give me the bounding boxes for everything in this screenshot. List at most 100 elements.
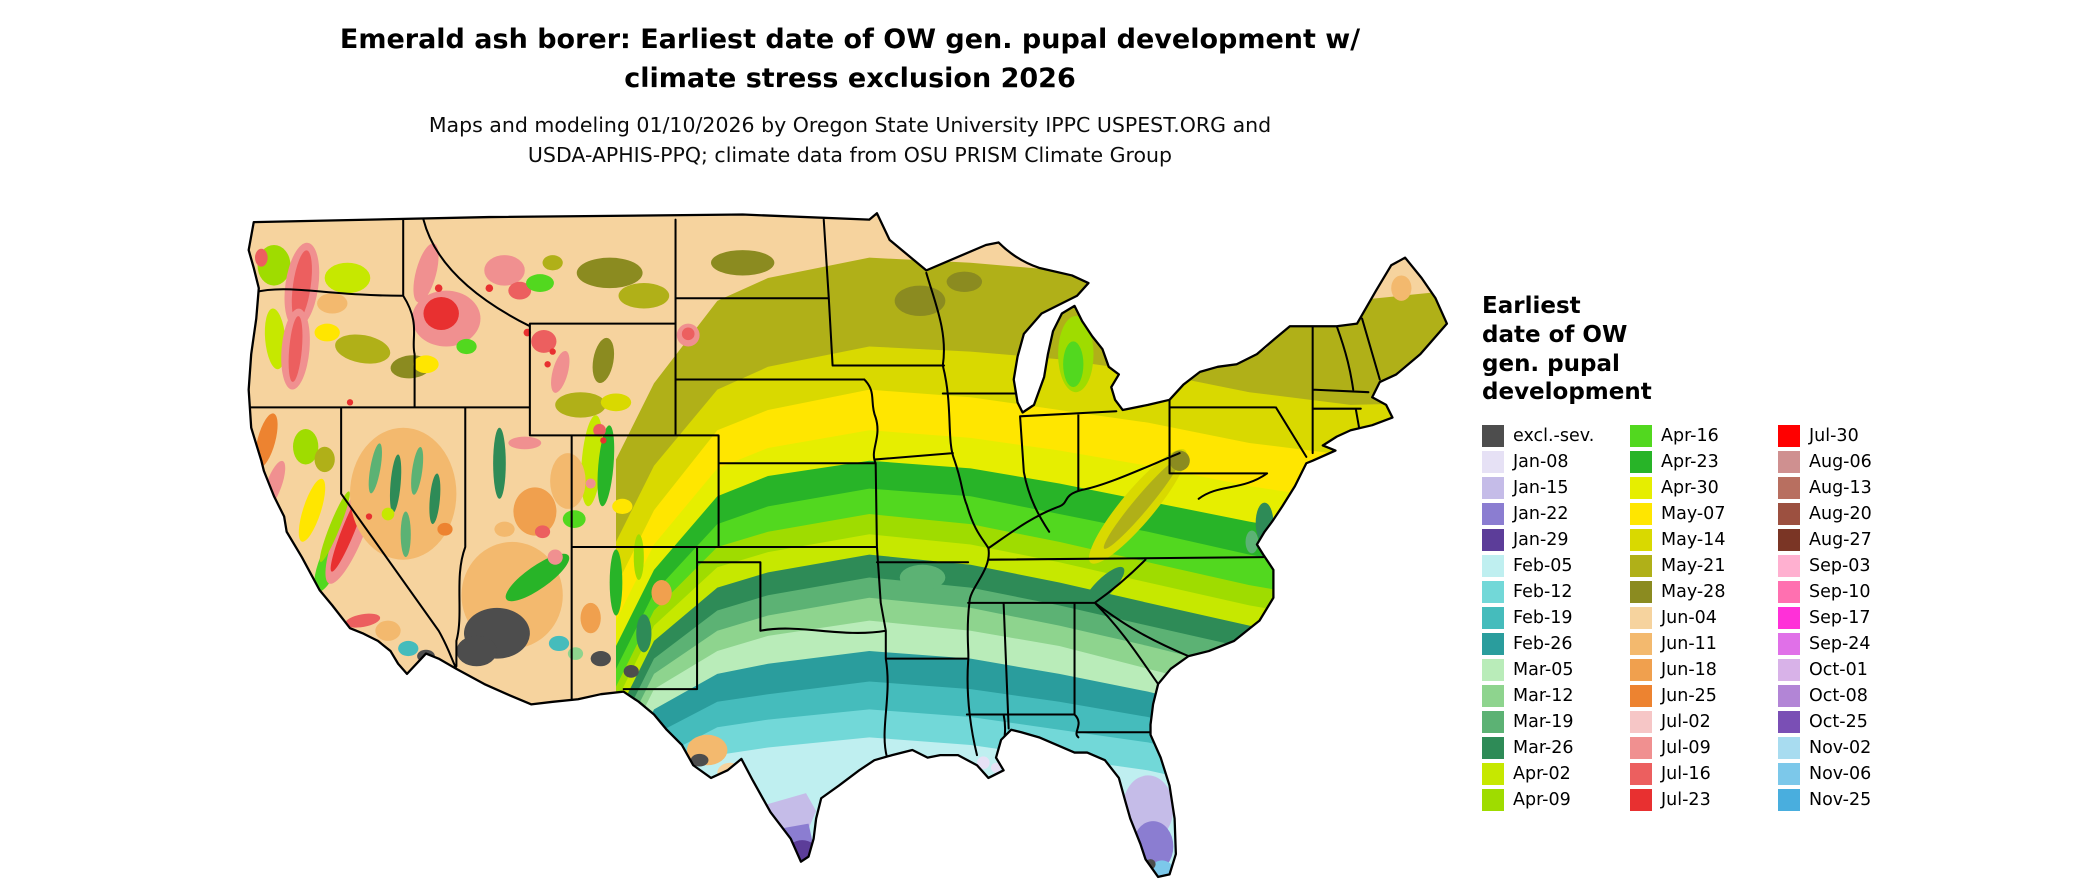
legend-row: Apr-02	[1482, 761, 1630, 787]
map-region-Jul-16	[681, 327, 695, 341]
legend-label: Oct-01	[1809, 660, 1868, 680]
legend-swatch-Mar-26	[1482, 737, 1504, 759]
legend-swatch-Jan-29	[1482, 529, 1504, 551]
map-region-excl.-sev.	[456, 635, 497, 667]
legend-label: Sep-24	[1809, 634, 1871, 654]
map-region-May-21	[314, 446, 335, 473]
map-region-May-14	[600, 393, 632, 412]
legend-label: Jul-23	[1661, 790, 1711, 810]
map-region-Mar-19	[400, 511, 411, 558]
legend-row: Jan-15	[1482, 475, 1630, 501]
legend-label: Jan-15	[1513, 478, 1569, 498]
map-region-Jul-23	[365, 513, 373, 520]
legend-swatch-Jan-08	[1482, 451, 1504, 473]
legend-label: Apr-23	[1661, 452, 1719, 472]
legend-label: Jun-18	[1661, 660, 1717, 680]
legend-row: Jun-04	[1630, 605, 1778, 631]
legend-swatch-Jan-22	[1482, 503, 1504, 525]
map-region-Jul-23	[346, 399, 354, 406]
map-region-Jun-18	[1253, 335, 1261, 343]
legend-column-3: Jul-30 Aug-06 Aug-13 Aug-20 Aug-27 Sep-03 Sep-…	[1778, 423, 1872, 813]
legend-row: Mar-05	[1482, 657, 1630, 683]
legend-swatch-Feb-12	[1482, 581, 1504, 603]
map-region-Jun-25	[255, 413, 278, 468]
legend-swatch-Apr-09	[1482, 789, 1504, 811]
legend-label: Jan-29	[1513, 530, 1569, 550]
legend-row: Feb-19	[1482, 605, 1630, 631]
legend-label: May-21	[1661, 556, 1726, 576]
map-region-Mar-19	[368, 443, 382, 494]
legend-swatch-Apr-23	[1630, 451, 1652, 473]
legend-swatch-Feb-05	[1482, 555, 1504, 577]
map-region-Mar-26	[1082, 566, 1125, 609]
map-region-Mar-26	[493, 427, 506, 499]
legend-row: excl.-sev.	[1482, 423, 1630, 449]
map-region-Jul-09	[585, 478, 596, 489]
subtitle-line-2: USDA-APHIS-PPQ; climate data from OSU PR…	[527, 143, 1173, 167]
legend-row: Nov-02	[1778, 735, 1872, 761]
legend-swatch-Jan-15	[1482, 477, 1504, 499]
legend-row: Nov-25	[1778, 787, 1872, 813]
legend-label: Feb-12	[1513, 582, 1573, 602]
legend-swatch-Oct-08	[1778, 685, 1800, 707]
legend-swatch-Apr-16	[1630, 425, 1652, 447]
map-region-Jun-25	[437, 522, 453, 536]
map-region-Mar-19	[899, 564, 946, 591]
map-region-Jun-04	[1244, 331, 1270, 352]
legend-swatch-Apr-02	[1482, 763, 1504, 785]
legend-row: Oct-08	[1778, 683, 1872, 709]
map-region-Feb-19	[548, 635, 570, 652]
map-region-Jul-23	[423, 297, 459, 331]
map-region-Jul-16	[508, 281, 532, 300]
legend-row: Mar-12	[1482, 683, 1630, 709]
map-region-Jul-16	[288, 316, 303, 382]
us-outline	[247, 212, 1449, 879]
legend-label: Jun-25	[1661, 686, 1717, 706]
legend-label: Jan-22	[1513, 504, 1569, 524]
map-region-Jun-11	[317, 293, 348, 314]
legend-row: Feb-05	[1482, 553, 1630, 579]
map-region-Apr-02	[264, 308, 286, 370]
map-legend: Earliest date of OW gen. pupal developme…	[1482, 292, 2062, 813]
legend-label: May-07	[1661, 504, 1726, 524]
legend-swatch-May-28	[1630, 581, 1652, 603]
legend-label: Aug-27	[1809, 530, 1872, 550]
us-map	[236, 212, 1452, 882]
legend-swatch-Sep-03	[1778, 555, 1800, 577]
legend-label: Nov-25	[1809, 790, 1872, 810]
map-region-Jul-16	[531, 330, 557, 353]
legend-label: Mar-26	[1513, 738, 1574, 758]
state-borders	[248, 218, 1381, 763]
legend-label: Sep-10	[1809, 582, 1871, 602]
map-region-Apr-09	[319, 491, 350, 563]
map-region-Apr-09	[293, 428, 319, 465]
legend-label: Feb-26	[1513, 634, 1573, 654]
map-region-Jan-08	[977, 756, 990, 770]
map-region-Jun-18	[513, 487, 557, 536]
legend-row: Sep-03	[1778, 553, 1872, 579]
legend-label: Aug-13	[1809, 478, 1872, 498]
legend-swatch-Feb-19	[1482, 607, 1504, 629]
map-region-Jul-23	[485, 284, 494, 292]
legend-row: Jul-16	[1630, 761, 1778, 787]
legend-label: Jul-30	[1809, 426, 1859, 446]
map-region-Mar-19	[1245, 530, 1259, 554]
map-region-Jun-11	[1391, 275, 1412, 301]
map-region-Apr-16	[1063, 341, 1084, 388]
legend-column-1: excl.-sev. Jan-08 Jan-15 Jan-22 Jan-29 Feb-05…	[1482, 423, 1630, 813]
legend-swatch-Feb-26	[1482, 633, 1504, 655]
legend-label: Aug-20	[1809, 504, 1872, 524]
map-region-Apr-23	[609, 549, 623, 616]
legend-label: Aug-06	[1809, 452, 1872, 472]
legend-swatch-excl.-sev.	[1482, 425, 1504, 447]
legend-swatch-Aug-13	[1778, 477, 1800, 499]
legend-label: May-28	[1661, 582, 1726, 602]
legend-row: Sep-10	[1778, 579, 1872, 605]
legend-label: Mar-05	[1513, 660, 1574, 680]
legend-label: excl.-sev.	[1513, 426, 1595, 446]
legend-row: Jul-09	[1630, 735, 1778, 761]
legend-row: Apr-16	[1630, 423, 1778, 449]
legend-swatch-Jun-04	[1630, 607, 1652, 629]
legend-row: Apr-30	[1630, 475, 1778, 501]
legend-label: Sep-03	[1809, 556, 1871, 576]
